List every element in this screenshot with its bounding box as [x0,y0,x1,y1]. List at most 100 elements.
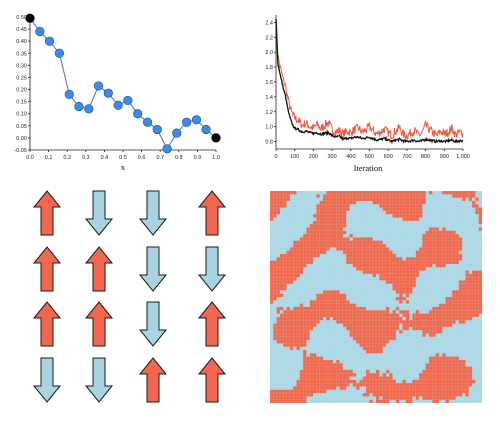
lattice-cell-up [399,257,403,261]
lattice-cell-up [385,270,390,274]
lattice-cell-up [415,310,420,314]
lattice-cell-up [359,310,363,314]
lattice-cell-up [289,393,294,397]
lattice-cell-up [465,273,469,278]
lattice-cell-up [435,393,439,397]
lattice-cell-up [455,253,459,258]
lattice-cell-up [379,376,383,380]
lattice-cell-up [405,386,410,390]
lattice-cell-up [299,389,304,394]
lattice-cell-up [452,234,456,238]
energy-series-upper [275,16,464,140]
lattice-cell-up [458,316,463,321]
lattice-cell-up [432,363,436,367]
lattice-cell-up [445,234,449,238]
lattice-cell-up [379,247,383,251]
lattice-cell-up [329,200,333,205]
lattice-cell-up [329,373,333,377]
lattice-cell-up [392,320,396,324]
lattice-cell-up [385,210,390,215]
lattice-cell-up [342,297,347,301]
spin-up-arrow-icon [84,246,114,292]
lattice-cell-up [458,383,463,387]
lattice-cell-up [458,191,463,195]
lattice-cell-up [303,257,307,261]
lattice-cell-up [303,306,307,311]
lattice-cell-up [442,250,446,254]
lattice-cell-up [309,310,314,314]
lattice-cell-up [472,280,476,284]
lattice-cell-up [303,366,307,370]
lattice-cell-up [372,310,377,314]
lattice-cell-up [313,234,317,238]
lattice-cell-up [279,293,284,298]
lattice-cell-up [273,270,277,274]
lattice-cell-up [279,326,284,331]
x-tick-label: 800 [421,154,430,160]
lattice-cell-up [432,399,436,404]
lattice-cell-up [293,330,297,334]
lattice-cell-up [412,214,416,218]
lattice-cell-up [279,253,284,258]
lattice-cell-up [299,320,304,324]
lattice-cell-up [309,323,314,327]
lattice-cell-up [346,240,350,245]
y-tick-label: 0.45 [16,27,27,33]
lattice-cell-up [382,207,386,211]
lattice-cell-up [389,330,393,334]
lattice-cell-up [382,194,386,198]
lattice-cell-up [389,383,393,387]
lattice-cell-up [442,383,446,387]
lattice-cell-up [455,250,459,254]
lattice-cell-up [462,313,466,317]
lattice-cell-up [448,393,453,397]
lattice-cell-up [332,297,337,301]
lattice-cell-up [279,191,284,195]
lattice-cell-up [405,217,410,221]
lattice-cell-up [412,197,416,201]
lattice-cell-up [356,267,360,271]
lattice-cell-up [273,204,277,208]
lattice-cell-up [455,393,459,397]
lattice-cell-up [376,323,380,327]
lattice-cell-up [309,247,314,251]
lattice-cell-up [445,383,449,387]
lattice-cell-up [349,320,353,324]
lattice-cell-up [313,303,317,307]
lattice-cell-up [475,270,479,274]
lattice-cell-up [356,247,360,251]
lattice-cell-up [339,237,343,241]
lattice-cell-up [319,240,324,245]
lattice-cell-up [336,310,340,314]
lattice-cell-up [405,257,410,261]
lattice-cell-up [425,257,430,261]
lattice-cell-up [452,359,456,364]
lattice-cell-up [306,260,310,264]
lattice-cell-up [425,247,430,251]
lattice-cell-up [448,316,453,321]
lattice-cell-up [299,323,304,327]
lattice-cell-up [279,197,284,201]
lattice-cell-up [329,240,333,245]
lattice-cell-up [313,366,317,370]
lattice-cell-up [336,306,340,311]
lattice-cell-up [389,323,393,327]
lattice-cell-up [279,340,284,344]
lattice-cell-up [445,356,449,360]
lattice-cell-up [306,366,310,370]
path-point [182,117,192,127]
lattice-cell-up [359,333,363,337]
lattice-cell-up [332,310,337,314]
lattice-cell-up [409,263,413,268]
lattice-cell-up [316,369,320,374]
lattice-cell-up [316,306,320,311]
lattice-cell-up [306,333,310,337]
lattice-cell-up [458,386,463,390]
lattice-cell-up [296,320,300,324]
lattice-cell-up [346,323,350,327]
lattice-cell-up [442,379,446,384]
lattice-cell-up [382,336,386,341]
lattice-cell-up [429,313,433,317]
y-tick-label: 0.25 [16,75,27,81]
lattice-cell-up [326,247,330,251]
